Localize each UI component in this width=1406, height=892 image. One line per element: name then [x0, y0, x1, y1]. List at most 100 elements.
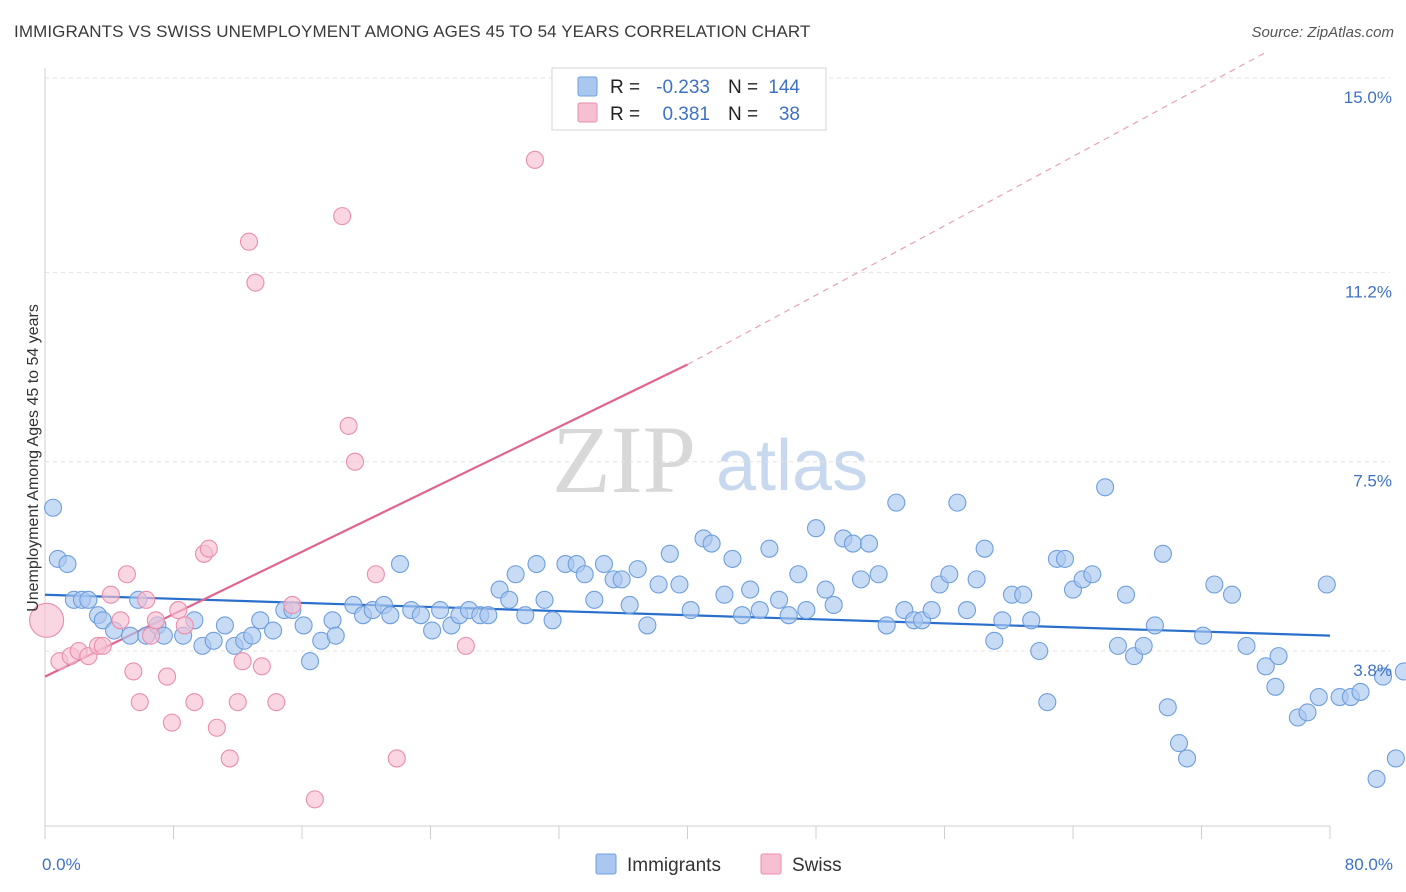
- immigrants-point-65: [670, 575, 689, 594]
- immigrants-point-105: [1038, 693, 1057, 712]
- swiss-points: [29, 150, 544, 809]
- immigrants-point-76: [779, 606, 798, 625]
- immigrants-point-51: [535, 590, 554, 609]
- swiss-point-30: [283, 595, 302, 615]
- immigrants-point-56: [585, 590, 604, 609]
- immigrants-point-95: [948, 493, 967, 512]
- immigrants-point-129: [1298, 703, 1317, 722]
- grid-lines: [45, 77, 1390, 652]
- legend-swiss-n-value: 38: [779, 104, 800, 125]
- legend-top: R = -0.233 N = 144 R = 0.381 N = 38: [551, 67, 827, 131]
- swiss-point-37: [456, 636, 475, 655]
- immigrants-point-138: [1394, 662, 1406, 681]
- immigrants-point-113: [1116, 585, 1136, 604]
- swiss-point-33: [339, 416, 358, 435]
- swiss-point-11: [130, 693, 149, 712]
- immigrants-point-7: [93, 611, 112, 630]
- y-tick-label-3: 15.0%: [1344, 88, 1392, 107]
- source-credit: Source: ZipAtlas.com: [1251, 24, 1394, 41]
- immigrants-point-92: [922, 601, 941, 620]
- immigrants-point-57: [594, 554, 614, 574]
- immigrants-point-130: [1309, 687, 1328, 707]
- immigrants-point-40: [431, 601, 450, 620]
- immigrants-point-83: [843, 534, 862, 553]
- immigrants-point-36: [390, 554, 410, 574]
- swiss-point-21: [199, 539, 218, 558]
- immigrants-point-61: [628, 560, 647, 579]
- immigrants-point-59: [612, 570, 631, 589]
- immigrants-point-107: [1055, 549, 1075, 568]
- watermark-zip: ZIP: [552, 406, 696, 513]
- immigrants-point-55: [575, 565, 594, 584]
- legend-swiss-r-label: R =: [610, 104, 640, 125]
- immigrants-points: [43, 478, 1406, 788]
- immigrants-point-98: [975, 539, 994, 558]
- legend-swiss-swatch: [577, 102, 598, 123]
- y-axis-label: Unemployment Among Ages 45 to 54 years: [25, 304, 42, 612]
- watermark-atlas: atlas: [716, 426, 868, 506]
- immigrants-point-47: [500, 590, 519, 609]
- immigrants-point-87: [877, 616, 896, 635]
- swiss-point-31: [305, 790, 324, 809]
- immigrants-point-96: [957, 601, 977, 620]
- immigrants-point-79: [806, 519, 826, 538]
- immigrants-point-127: [1269, 647, 1288, 666]
- swiss-point-22: [207, 718, 226, 737]
- swiss-point-34: [345, 452, 365, 471]
- immigrants-point-116: [1145, 616, 1164, 635]
- immigrants-point-86: [869, 565, 888, 584]
- immigrants-point-80: [816, 580, 835, 599]
- immigrants-point-75: [770, 590, 789, 609]
- swiss-point-15: [158, 667, 177, 686]
- immigrants-point-115: [1134, 636, 1153, 655]
- immigrants-point-72: [741, 580, 760, 599]
- immigrants-point-69: [715, 585, 734, 604]
- immigrants-point-137: [1386, 749, 1405, 768]
- immigrants-point-73: [750, 601, 769, 620]
- y-tick-label-1: 7.5%: [1353, 472, 1392, 491]
- axes: [44, 68, 1331, 839]
- immigrants-point-103: [1022, 611, 1041, 630]
- immigrants-point-126: [1266, 677, 1285, 696]
- immigrants-point-5: [79, 590, 98, 609]
- immigrants-point-88: [887, 493, 906, 512]
- immigrants-point-84: [851, 570, 871, 589]
- swiss-point-38: [525, 150, 544, 169]
- immigrants-point-29: [323, 611, 342, 630]
- legend-immigrants-r-value: -0.233: [656, 77, 710, 98]
- swiss-point-23: [220, 749, 239, 768]
- immigrants-point-22: [251, 611, 270, 630]
- immigrants-point-77: [789, 565, 808, 584]
- immigrants-point-131: [1317, 575, 1336, 594]
- immigrants-point-85: [859, 534, 879, 553]
- immigrants-point-45: [479, 606, 498, 625]
- swiss-point-7: [101, 585, 120, 604]
- swiss-point-29: [267, 693, 286, 712]
- swiss-point-10: [124, 662, 143, 681]
- immigrants-point-68: [702, 534, 721, 553]
- swiss-point-28: [252, 657, 271, 676]
- immigrants-point-26: [294, 616, 313, 635]
- legend-bottom-immigrants-label: Immigrants: [627, 855, 721, 876]
- swiss-point-8: [111, 611, 130, 630]
- immigrants-point-39: [423, 621, 442, 640]
- immigrants-point-112: [1108, 636, 1128, 655]
- immigrants-point-21: [243, 626, 262, 645]
- swiss-point-0: [29, 602, 65, 638]
- swiss-point-18: [175, 616, 194, 635]
- immigrants-point-48: [506, 565, 525, 584]
- immigrants-point-102: [1014, 585, 1033, 604]
- immigrants-point-74: [760, 539, 779, 558]
- legend-immigrants-swatch: [577, 76, 598, 97]
- x-tick-label-0: 0.0%: [42, 855, 81, 874]
- immigrants-point-64: [660, 544, 679, 563]
- immigrants-point-123: [1222, 585, 1242, 604]
- legend-bottom-swiss-label: Swiss: [792, 855, 842, 876]
- swiss-point-13: [141, 626, 161, 645]
- x-tick-labels: 0.0% 80.0%: [42, 855, 1393, 874]
- immigrants-point-2: [58, 554, 77, 574]
- immigrants-point-35: [381, 606, 400, 625]
- swiss-point-27: [246, 273, 265, 292]
- immigrants-point-70: [723, 549, 742, 568]
